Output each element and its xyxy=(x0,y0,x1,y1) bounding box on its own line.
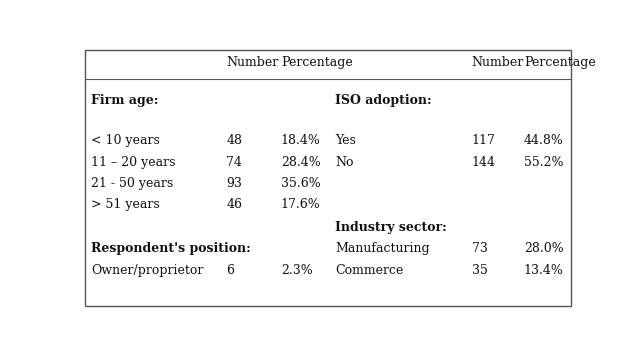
Text: No: No xyxy=(335,156,354,169)
Text: 48: 48 xyxy=(227,134,243,147)
Text: 2.3%: 2.3% xyxy=(281,264,312,277)
Text: Industry sector:: Industry sector: xyxy=(335,221,447,234)
Text: Firm age:: Firm age: xyxy=(91,95,158,107)
Text: 74: 74 xyxy=(227,156,242,169)
Text: < 10 years: < 10 years xyxy=(91,134,160,147)
Text: Percentage: Percentage xyxy=(281,56,353,69)
Text: 93: 93 xyxy=(227,177,242,190)
Text: 35: 35 xyxy=(472,264,488,277)
Text: Respondent's position:: Respondent's position: xyxy=(91,242,251,255)
Text: 117: 117 xyxy=(472,134,496,147)
Text: 28.4%: 28.4% xyxy=(281,156,321,169)
Text: Number: Number xyxy=(472,56,524,69)
Text: 13.4%: 13.4% xyxy=(524,264,564,277)
Text: 6: 6 xyxy=(227,264,234,277)
Text: ISO adoption:: ISO adoption: xyxy=(335,95,432,107)
Text: Percentage: Percentage xyxy=(524,56,596,69)
Text: 35.6%: 35.6% xyxy=(281,177,321,190)
Text: 44.8%: 44.8% xyxy=(524,134,564,147)
Text: Yes: Yes xyxy=(335,134,356,147)
Text: 11 – 20 years: 11 – 20 years xyxy=(91,156,175,169)
Text: Number: Number xyxy=(227,56,278,69)
Text: 46: 46 xyxy=(227,198,243,211)
Text: 73: 73 xyxy=(472,242,488,255)
Text: Owner/proprietor: Owner/proprietor xyxy=(91,264,204,277)
Text: 21 - 50 years: 21 - 50 years xyxy=(91,177,173,190)
Text: 18.4%: 18.4% xyxy=(281,134,321,147)
Text: 28.0%: 28.0% xyxy=(524,242,564,255)
Text: 17.6%: 17.6% xyxy=(281,198,321,211)
Text: 144: 144 xyxy=(472,156,496,169)
Text: 55.2%: 55.2% xyxy=(524,156,563,169)
Text: Commerce: Commerce xyxy=(335,264,404,277)
Text: Manufacturing: Manufacturing xyxy=(335,242,430,255)
Text: > 51 years: > 51 years xyxy=(91,198,159,211)
